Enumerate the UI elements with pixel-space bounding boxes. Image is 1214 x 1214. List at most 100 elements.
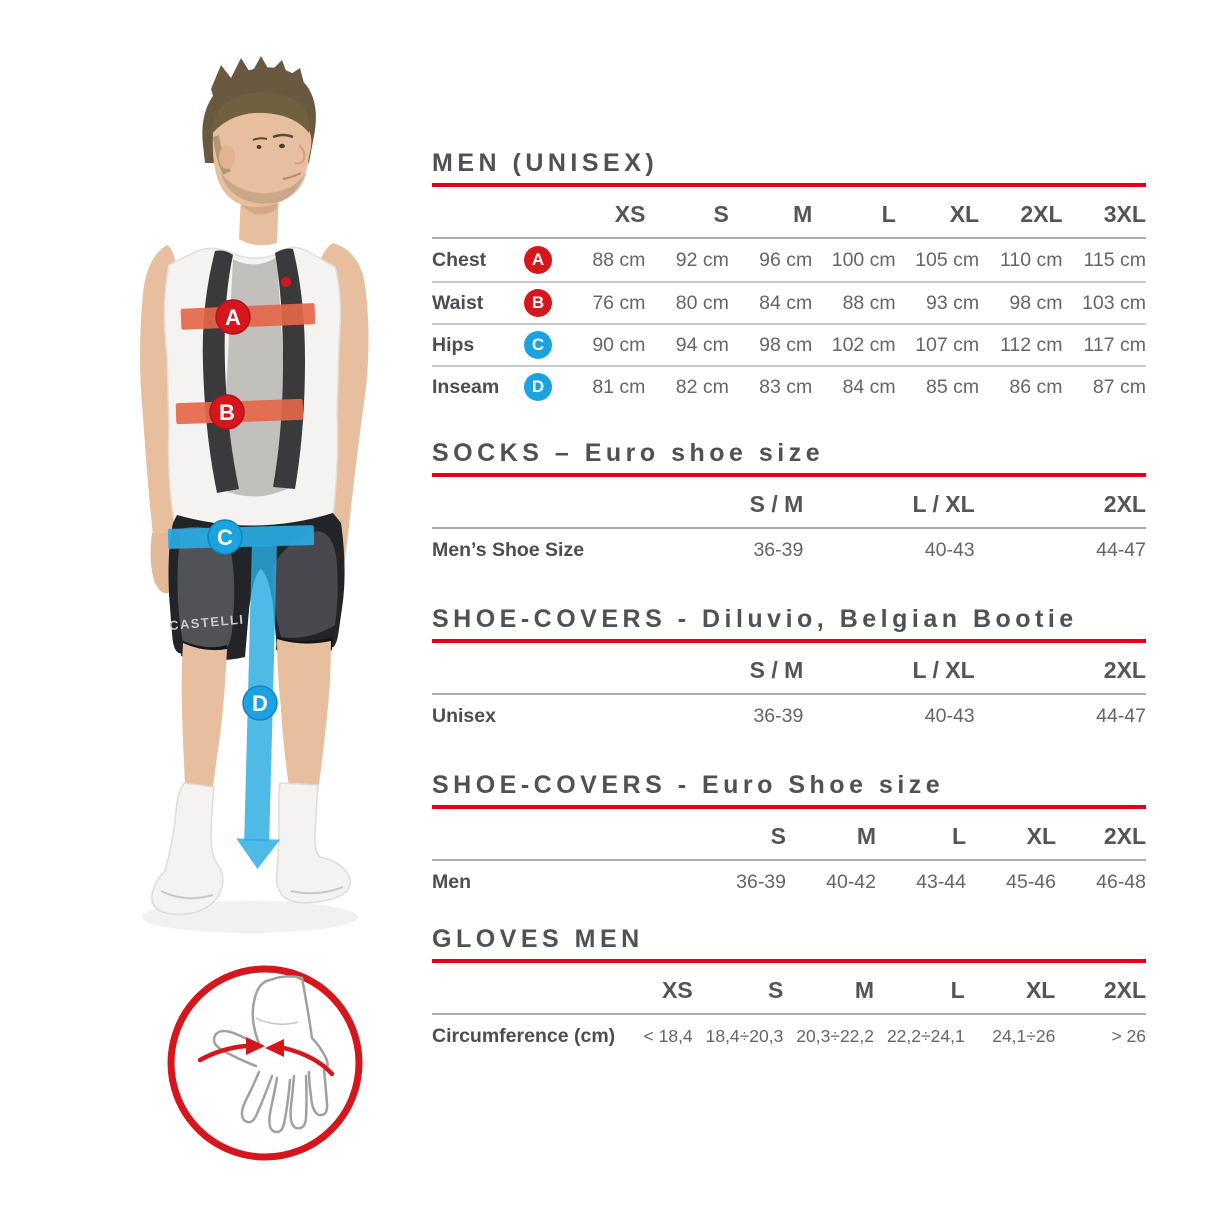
size-value: 24,1÷26 [992, 1025, 1056, 1046]
column-header: XL [1025, 977, 1056, 1003]
column-header: L / XL [912, 657, 975, 683]
size-section-men-unisex: MEN (UNISEX) XS S M L XL 2XL 3XL Chest A… [432, 148, 1146, 407]
section-rule [432, 183, 1146, 187]
size-value: < 18,4 [643, 1025, 693, 1046]
size-value: 102 cm [831, 333, 896, 356]
size-value: 90 cm [592, 333, 646, 356]
column-header: L [951, 823, 966, 849]
model-figure: CASTELLI [55, 45, 435, 965]
hand-icon-svg [167, 965, 363, 1161]
size-value: 107 cm [915, 333, 980, 356]
size-value: 103 cm [1082, 291, 1146, 314]
table-row-unisex: Unisex 36-39 40-43 44-47 [432, 695, 1146, 737]
section-title: SHOE-COVERS - Diluvio, Belgian Bootie [432, 605, 1078, 633]
size-value: 112 cm [1000, 333, 1063, 356]
column-header: 2XL [1020, 201, 1063, 227]
column-header: M [856, 823, 876, 849]
section-title: SOCKS – Euro shoe size [432, 439, 825, 467]
size-value: 94 cm [675, 333, 729, 356]
marker-d-figure-badge: D [242, 685, 278, 721]
size-value: 85 cm [926, 375, 980, 398]
size-value: 83 cm [759, 375, 813, 398]
row-label-text: Men’s Shoe Size [432, 538, 585, 561]
size-value: 88 cm [592, 248, 646, 271]
column-header: S / M [749, 491, 804, 517]
section-rule [432, 639, 1146, 643]
column-header: 2XL [1103, 491, 1146, 517]
size-value: 44-47 [1096, 538, 1146, 561]
size-tables: MEN (UNISEX) XS S M L XL 2XL 3XL Chest A… [432, 148, 1146, 1057]
size-section-shoecovers-diluvio: SHOE-COVERS - Diluvio, Belgian Bootie S … [432, 604, 1146, 737]
size-value: 36-39 [753, 704, 804, 727]
size-value: 84 cm [842, 375, 896, 398]
column-header: 2XL [1103, 977, 1147, 1003]
model-face [212, 104, 312, 207]
table-row-circumference: Circumference (cm) < 18,4 18,4÷20,3 20,3… [432, 1015, 1146, 1057]
column-header: L [950, 977, 965, 1003]
size-value: 36-39 [753, 538, 804, 561]
size-value: 84 cm [759, 291, 813, 314]
row-label: Men’s Shoe Size [432, 539, 632, 562]
marker-b-figure-badge: B [209, 394, 245, 430]
table-row-hips: Hips C 90 cm 94 cm 98 cm 102 cm 107 cm 1… [432, 323, 1146, 365]
model-hair-fringe [211, 92, 310, 135]
size-value: 40-43 [924, 538, 975, 561]
row-label: Inseam D [432, 373, 562, 401]
table-row-waist: Waist B 76 cm 80 cm 84 cm 88 cm 93 cm 98… [432, 281, 1146, 323]
table-row-mens-shoe-size: Men’s Shoe Size 36-39 40-43 44-47 [432, 529, 1146, 571]
size-value: 86 cm [1009, 375, 1063, 398]
size-value: 40-43 [924, 704, 975, 727]
size-value: 45-46 [1006, 870, 1056, 893]
svg-text:A: A [225, 305, 241, 330]
hand-circumference-icon [160, 958, 370, 1168]
size-value: 46-48 [1096, 870, 1146, 893]
size-value: 81 cm [592, 375, 646, 398]
size-value: 98 cm [759, 333, 813, 356]
column-header: 2XL [1103, 657, 1146, 683]
section-title: MEN (UNISEX) [432, 149, 659, 177]
size-value: 18,4÷20,3 [705, 1025, 784, 1046]
model-socks [151, 782, 351, 916]
marker-b-badge: B [524, 289, 552, 317]
size-value: 88 cm [842, 291, 896, 314]
row-label: Chest A [432, 246, 562, 274]
column-header: S [768, 977, 784, 1003]
row-label-text: Inseam [432, 375, 500, 398]
column-header: XL [1026, 823, 1056, 849]
size-value: 117 cm [1083, 333, 1146, 356]
table-row-inseam: Inseam D 81 cm 82 cm 83 cm 84 cm 85 cm 8… [432, 365, 1146, 407]
header-row: XS S M L XL 2XL 3XL [432, 187, 1146, 239]
svg-text:B: B [219, 400, 235, 425]
size-value: > 26 [1111, 1025, 1147, 1046]
size-value: 115 cm [1083, 248, 1146, 271]
measure-arrows [197, 1037, 335, 1077]
column-header: XS [614, 201, 646, 227]
column-header: S [770, 823, 786, 849]
marker-d-badge: D [524, 373, 552, 401]
model-legs [181, 639, 331, 787]
size-value: 36-39 [736, 870, 786, 893]
size-value: 105 cm [915, 248, 980, 271]
shorts-brand-text: CASTELLI [168, 612, 245, 634]
table-row-chest: Chest A 88 cm 92 cm 96 cm 100 cm 105 cm … [432, 239, 1146, 281]
section-title: SHOE-COVERS - Euro Shoe size [432, 771, 945, 799]
size-value: 110 cm [1000, 248, 1063, 271]
table-row-men: Men 36-39 40-42 43-44 45-46 46-48 [432, 861, 1146, 903]
palm-crease [255, 1017, 299, 1025]
model-hair-spikes [211, 56, 305, 103]
size-value: 100 cm [831, 248, 896, 271]
row-label-text: Men [432, 870, 471, 893]
size-section-gloves-men: GLOVES MEN XS S M L XL 2XL Circumference… [432, 924, 1146, 1057]
size-value: 82 cm [675, 375, 729, 398]
size-section-shoecovers-euro: SHOE-COVERS - Euro Shoe size S M L XL 2X… [432, 770, 1146, 903]
size-value: 43-44 [916, 870, 966, 893]
marker-a-figure-badge: A [215, 299, 251, 335]
size-value: 22,2÷24,1 [886, 1025, 965, 1046]
marker-c-figure-badge: C [207, 519, 243, 555]
row-label: Waist B [432, 289, 562, 317]
column-header: L [881, 201, 896, 227]
model-ear [219, 145, 235, 169]
row-label: Circumference (cm) [432, 1025, 615, 1048]
model-illustration: CASTELLI [140, 56, 369, 933]
header-row: S / M L / XL 2XL [432, 477, 1146, 529]
